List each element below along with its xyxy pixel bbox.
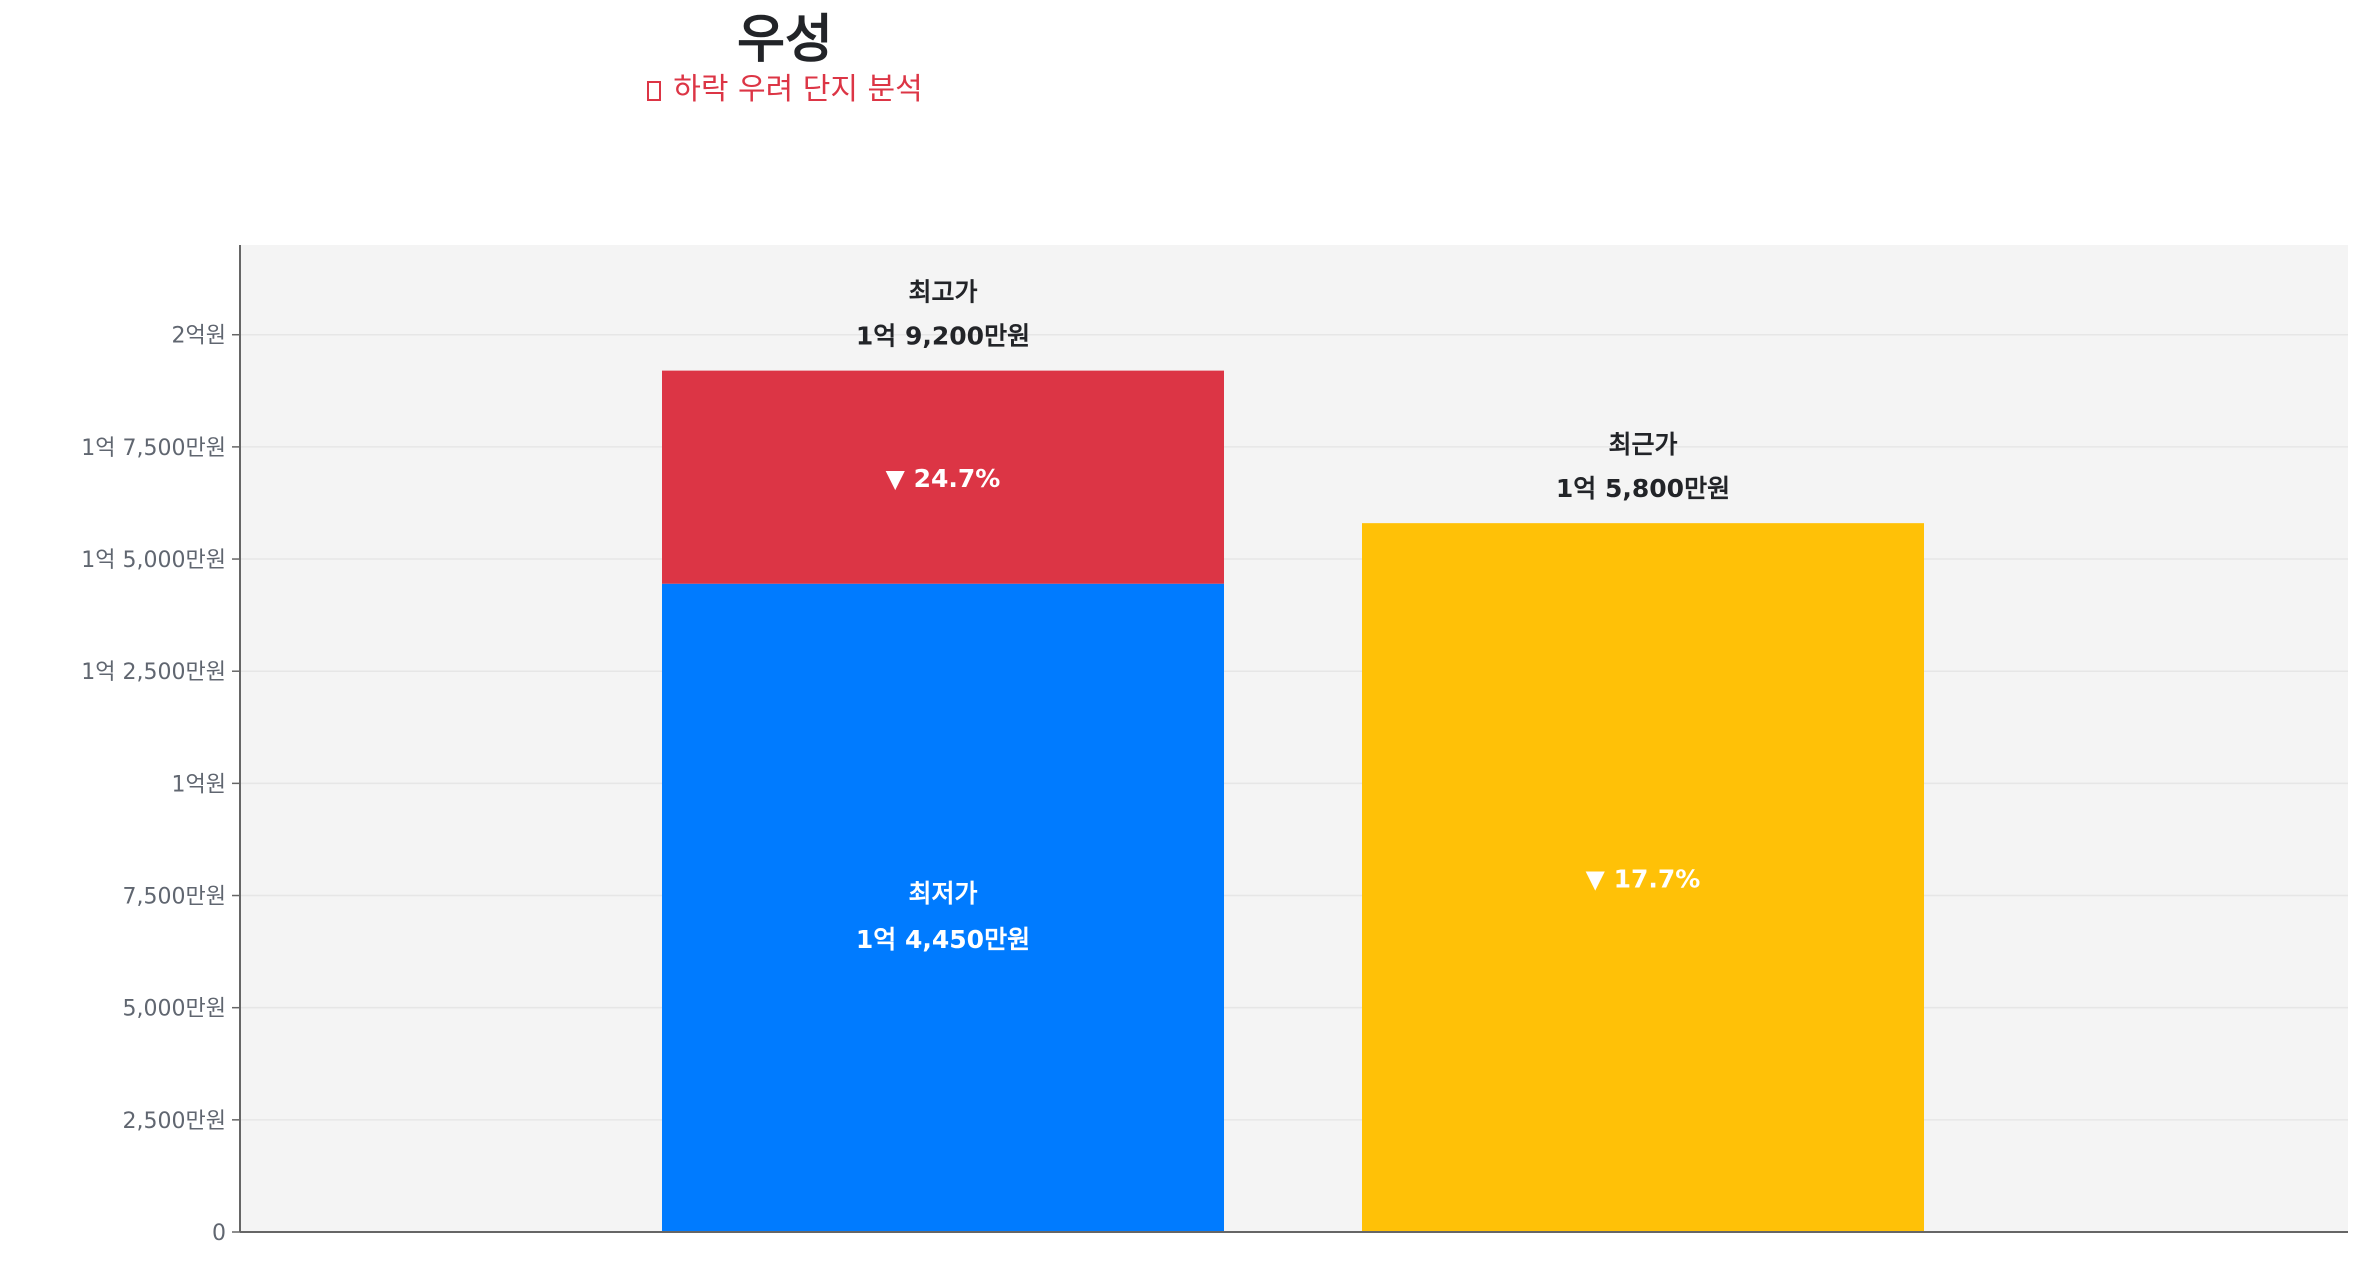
y-tick-label: 1억원 <box>172 772 226 797</box>
y-tick-label: 5,000만원 <box>123 997 226 1022</box>
bar-value-label: 1억 9,200만원 <box>856 322 1030 351</box>
bar-segment-recent <box>1362 523 1924 1232</box>
y-tick-label: 2억원 <box>172 324 226 349</box>
y-tick-label: 2,500만원 <box>123 1109 226 1134</box>
bars <box>662 370 1924 1232</box>
y-tick-label: 1억 2,500만원 <box>81 660 226 685</box>
change-percent-label: ▼ 17.7% <box>1586 865 1701 894</box>
y-tick-label: 1억 5,000만원 <box>81 548 226 573</box>
bar-value-label: 1억 5,800만원 <box>1556 474 1730 503</box>
segment-name-label: 최저가 <box>908 879 977 908</box>
bar-name-label: 최근가 <box>1608 430 1677 459</box>
gridlines <box>240 333 2348 1121</box>
bar-labels: 최저가 1억 4,450만원 ▼ 24.7% 최고가 1억 9,200만원 ▼ 17.7%… <box>856 278 1730 954</box>
chart-title: 우성 <box>737 10 833 70</box>
y-axis-ticks: 0 2,500만원 5,000만원 7,500만원 1억원 1억 2,500만원 1억 5,… <box>81 324 240 1246</box>
change-percent-label: ▼ 24.7% <box>886 464 1001 493</box>
subtitle-text: 하락 우려 단지 분석 <box>673 72 923 107</box>
segment-value-label: 1억 4,450만원 <box>856 925 1030 954</box>
y-tick-label: 7,500만원 <box>123 885 226 910</box>
plot-background <box>240 245 2348 1232</box>
bar-segment-high <box>662 370 1224 584</box>
y-tick-label: 0 <box>212 1221 226 1246</box>
warning-icon <box>647 81 662 101</box>
y-tick-label: 1억 7,500만원 <box>81 436 226 461</box>
bar-name-label: 최고가 <box>908 278 977 307</box>
chart-subtitle: 하락 우려 단지 분석 <box>0 66 1570 114</box>
bar-segment-low <box>662 583 1224 1232</box>
